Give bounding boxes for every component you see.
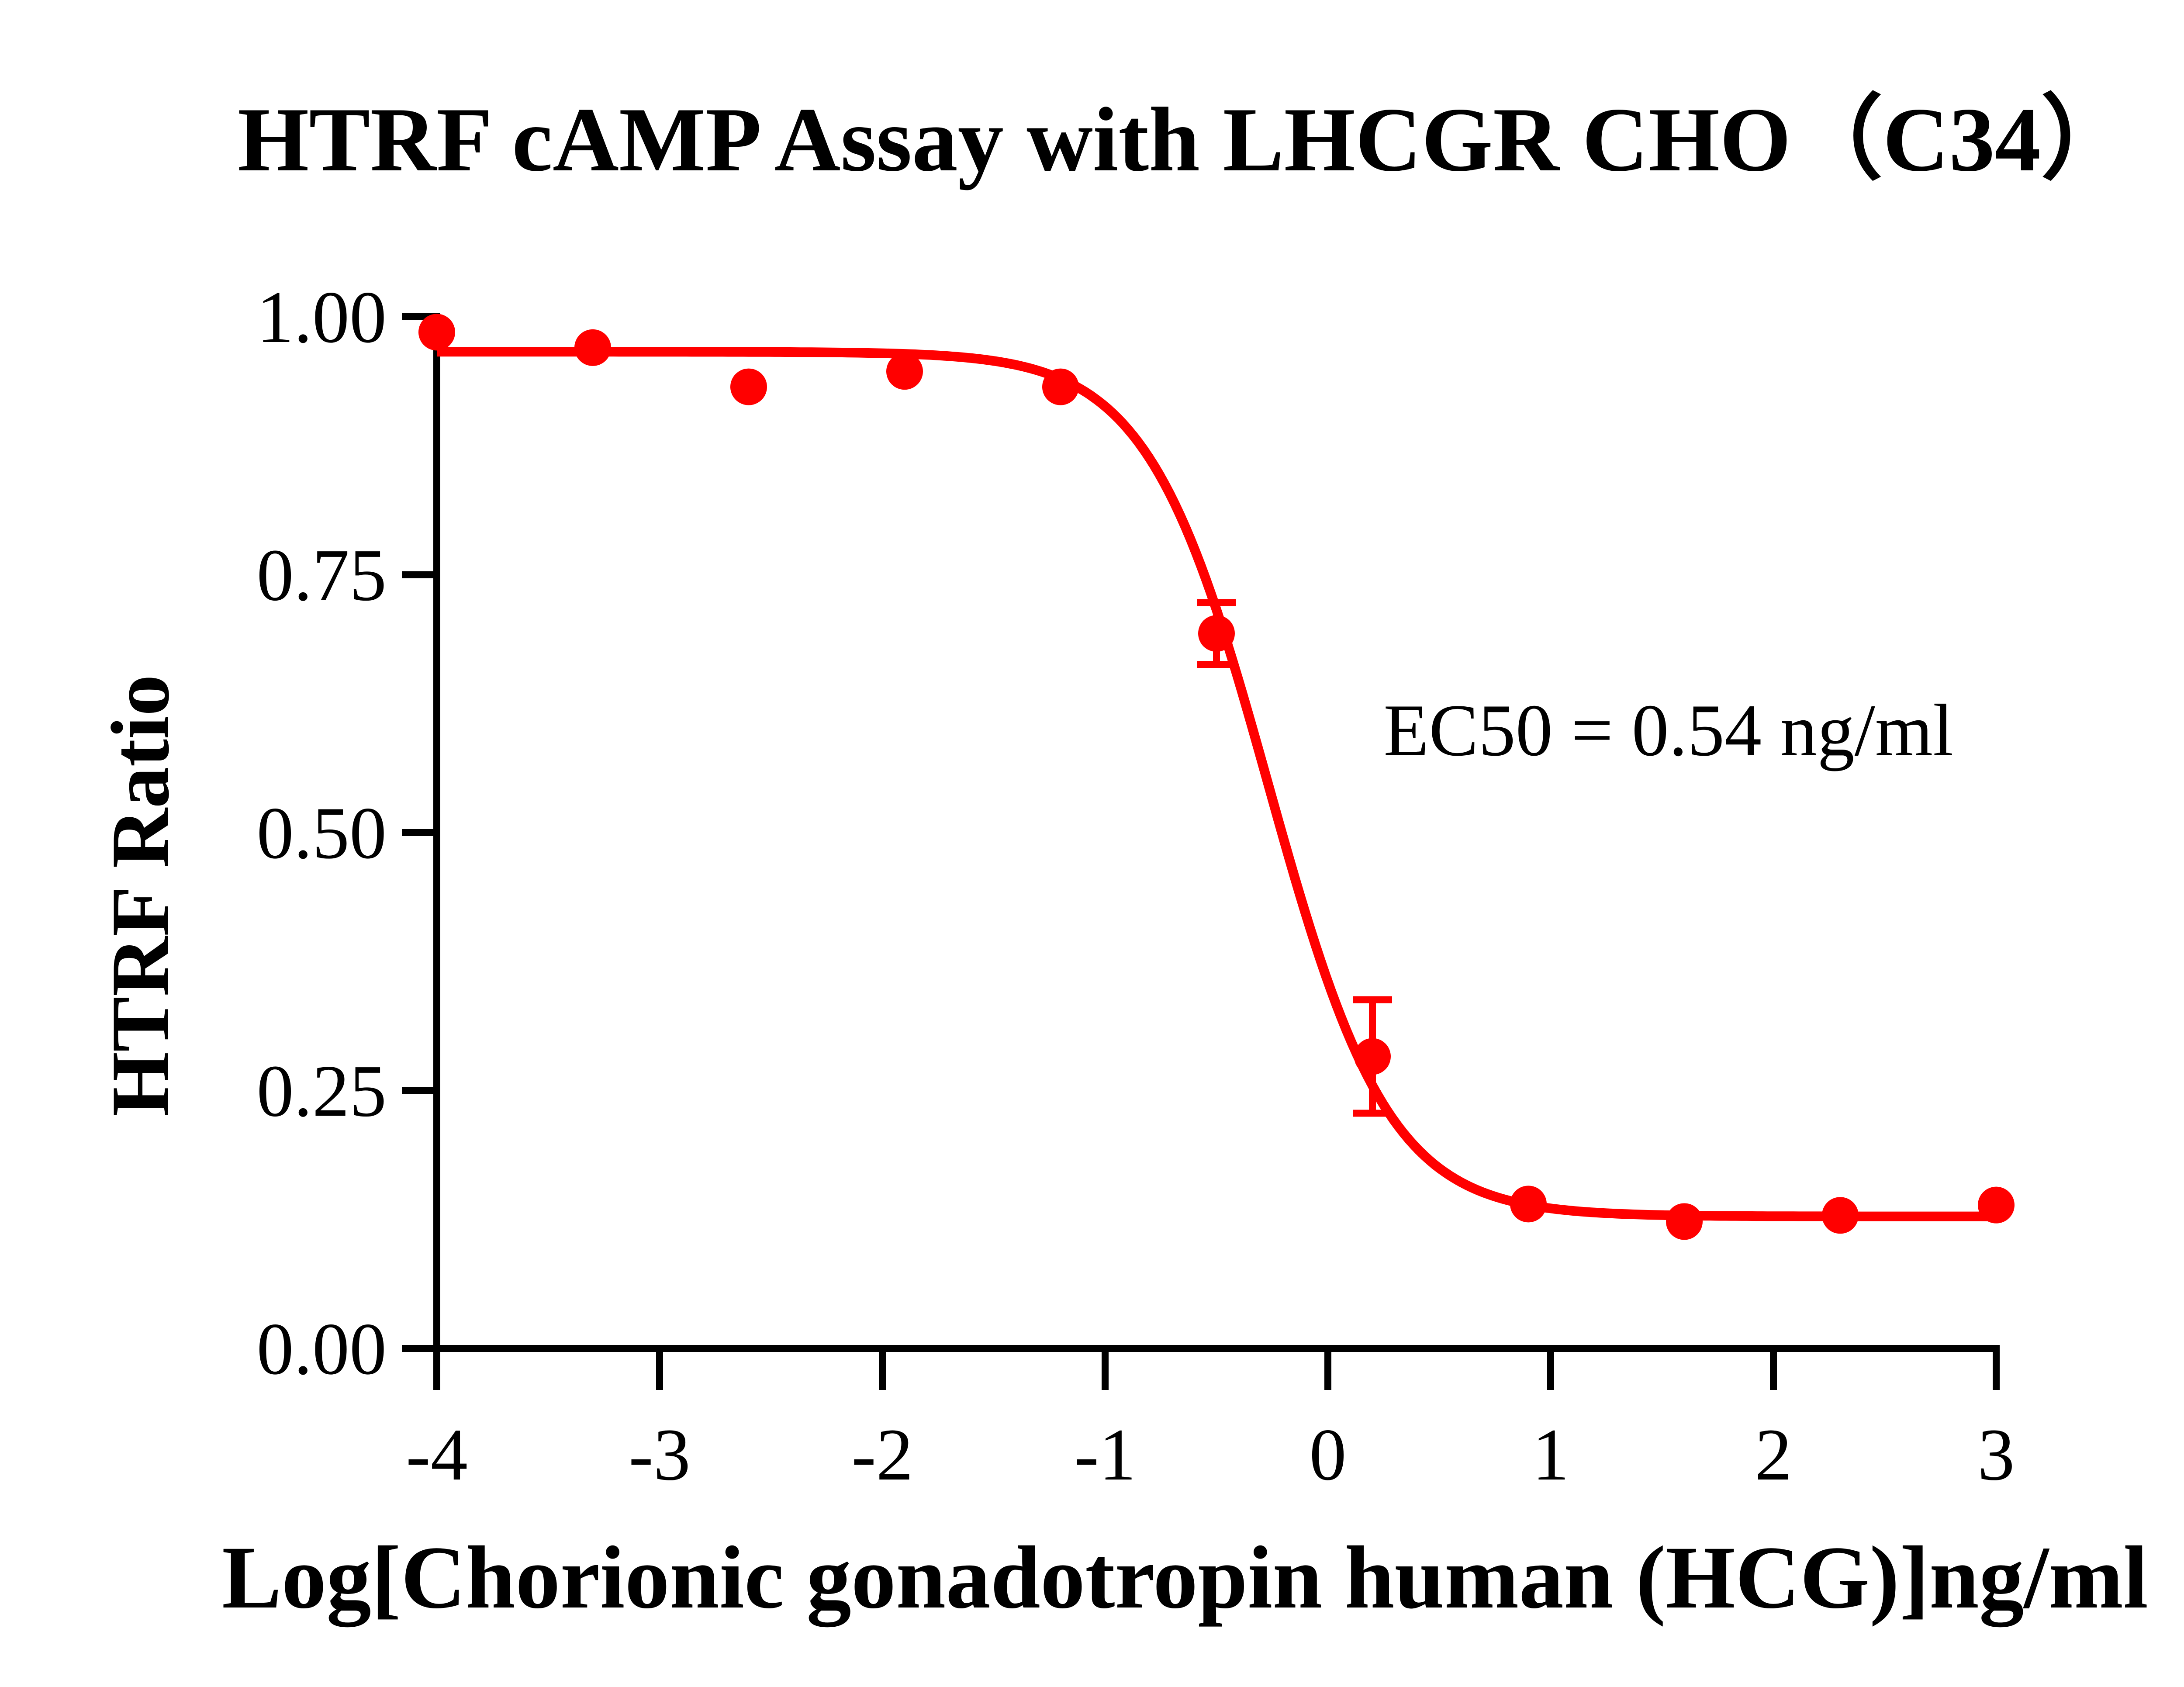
axes: 0.00 0.25 0.50 0.75 1.00 -4 -3 -2 -1 0 1 2 3 <box>257 276 2015 1496</box>
chart-title: HTRF cAMP Assay with LHCGR CHO（C34） <box>238 89 2132 190</box>
x-tick-label: 0 <box>1310 1414 1347 1496</box>
data-point <box>1822 1197 1859 1234</box>
data-point <box>1042 368 1079 405</box>
data-point-layer <box>418 314 2015 1240</box>
x-tick-label: -2 <box>851 1414 913 1496</box>
fit-curve <box>437 347 1996 1221</box>
data-point <box>1978 1186 2015 1224</box>
x-tick-label: 2 <box>1755 1414 1792 1496</box>
y-tick-label: 1.00 <box>257 276 387 358</box>
x-tick-label: -3 <box>629 1414 691 1496</box>
data-point <box>886 353 923 390</box>
data-point <box>1510 1186 1547 1223</box>
data-point <box>1198 615 1235 652</box>
error-bar-layer <box>1197 599 1392 1117</box>
x-tick-label: 1 <box>1532 1414 1569 1496</box>
x-tick-label: -1 <box>1074 1414 1136 1496</box>
y-tick-label: 0.75 <box>257 534 387 616</box>
y-tick-label: 0.25 <box>257 1050 387 1132</box>
data-point <box>574 329 611 366</box>
ec50-annotation: EC50 = 0.54 ng/ml <box>1384 689 1954 771</box>
fit-curve-layer <box>437 347 1996 1221</box>
data-point <box>1666 1203 1703 1240</box>
y-tick-label: 0.50 <box>257 792 387 874</box>
x-axis-label: Log[Chorionic gonadotropin human (HCG)]n… <box>222 1528 2148 1627</box>
x-tick-label: 3 <box>1978 1414 2015 1496</box>
y-tick-label: 0.00 <box>257 1308 387 1390</box>
x-tick-label: -4 <box>406 1414 468 1496</box>
data-point <box>730 368 767 405</box>
data-point <box>1354 1038 1391 1075</box>
y-axis-label: HTRF Ratio <box>95 674 187 1117</box>
data-point <box>418 314 455 351</box>
